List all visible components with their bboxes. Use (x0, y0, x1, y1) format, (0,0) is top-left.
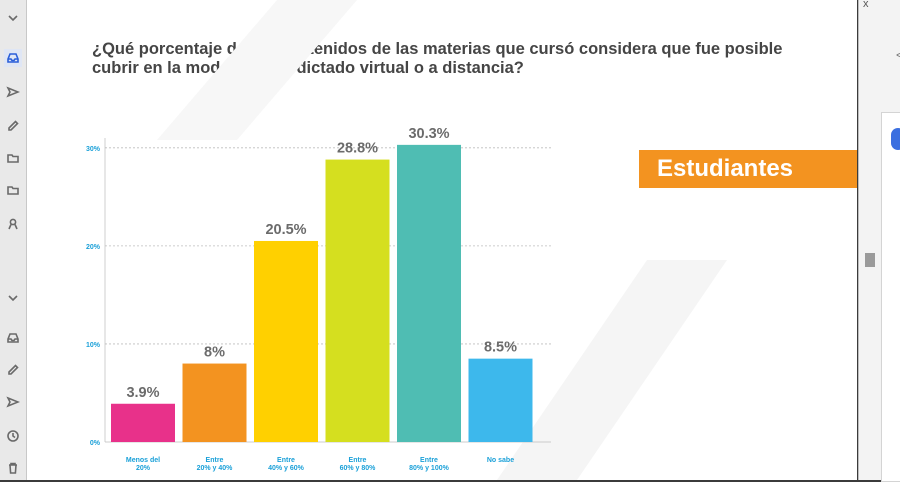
x-tick-label: No sabe (487, 457, 514, 464)
data-label: 30.3% (408, 126, 449, 142)
y-tick-label: 0% (90, 440, 101, 447)
clock-icon[interactable] (4, 427, 22, 445)
y-tick-label: 20% (86, 244, 101, 251)
collapse-arrow-icon[interactable]: < (896, 48, 900, 62)
x-tick-label: 20% y 40% (197, 465, 234, 472)
background-stripe (497, 260, 727, 480)
x-tick-label: Entre (349, 457, 367, 464)
chevron-down-icon[interactable] (4, 9, 22, 27)
folder-icon[interactable] (4, 149, 22, 167)
bar (254, 240, 318, 442)
avatar[interactable] (891, 128, 900, 150)
folder-icon[interactable] (4, 181, 22, 199)
inbox-icon[interactable] (4, 329, 22, 347)
x-tick-label: Entre (277, 457, 295, 464)
bar (468, 358, 533, 442)
x-tick-label: Entre (420, 457, 438, 464)
pencil-icon[interactable] (4, 361, 22, 379)
inbox-icon[interactable] (4, 49, 22, 67)
bar (325, 159, 390, 442)
bar (397, 144, 461, 443)
right-panel (858, 0, 900, 482)
bar (111, 403, 175, 442)
x-tick-label: 20% (136, 465, 151, 472)
y-tick-label: 30% (86, 146, 101, 153)
slide: ¿Qué porcentaje de los contenidos de las… (27, 0, 857, 480)
x-tick-label: 40% y 60% (268, 465, 305, 472)
data-label: 8% (204, 345, 225, 361)
x-tick-label: Menos del (126, 457, 160, 464)
left-rail (0, 0, 27, 480)
send-icon[interactable] (4, 393, 22, 411)
data-label: 3.9% (126, 385, 159, 401)
send-icon[interactable] (4, 83, 22, 101)
x-tick-label: Entre (206, 457, 224, 464)
data-label: 8.5% (484, 340, 517, 356)
legend-tag-estudiantes: Estudiantes (639, 150, 857, 188)
data-label: 20.5% (265, 222, 306, 238)
x-tick-label: 60% y 80% (340, 465, 377, 472)
chevron-down-icon[interactable] (4, 289, 22, 307)
y-tick-label: 10% (86, 342, 101, 349)
x-tick-label: 80% y 100% (409, 465, 449, 472)
background-stripe (157, 0, 357, 140)
close-icon[interactable]: x (863, 0, 869, 10)
side-panel-card (881, 112, 900, 482)
data-label: 28.8% (337, 141, 378, 157)
trash-icon[interactable] (4, 459, 22, 477)
bar (182, 363, 247, 442)
chart-title-line-2: cubrir en la modalidad de dictado virtua… (92, 59, 524, 77)
pencil-icon[interactable] (4, 117, 22, 135)
scrollbar-thumb[interactable] (865, 253, 875, 267)
person-icon[interactable] (4, 215, 22, 233)
